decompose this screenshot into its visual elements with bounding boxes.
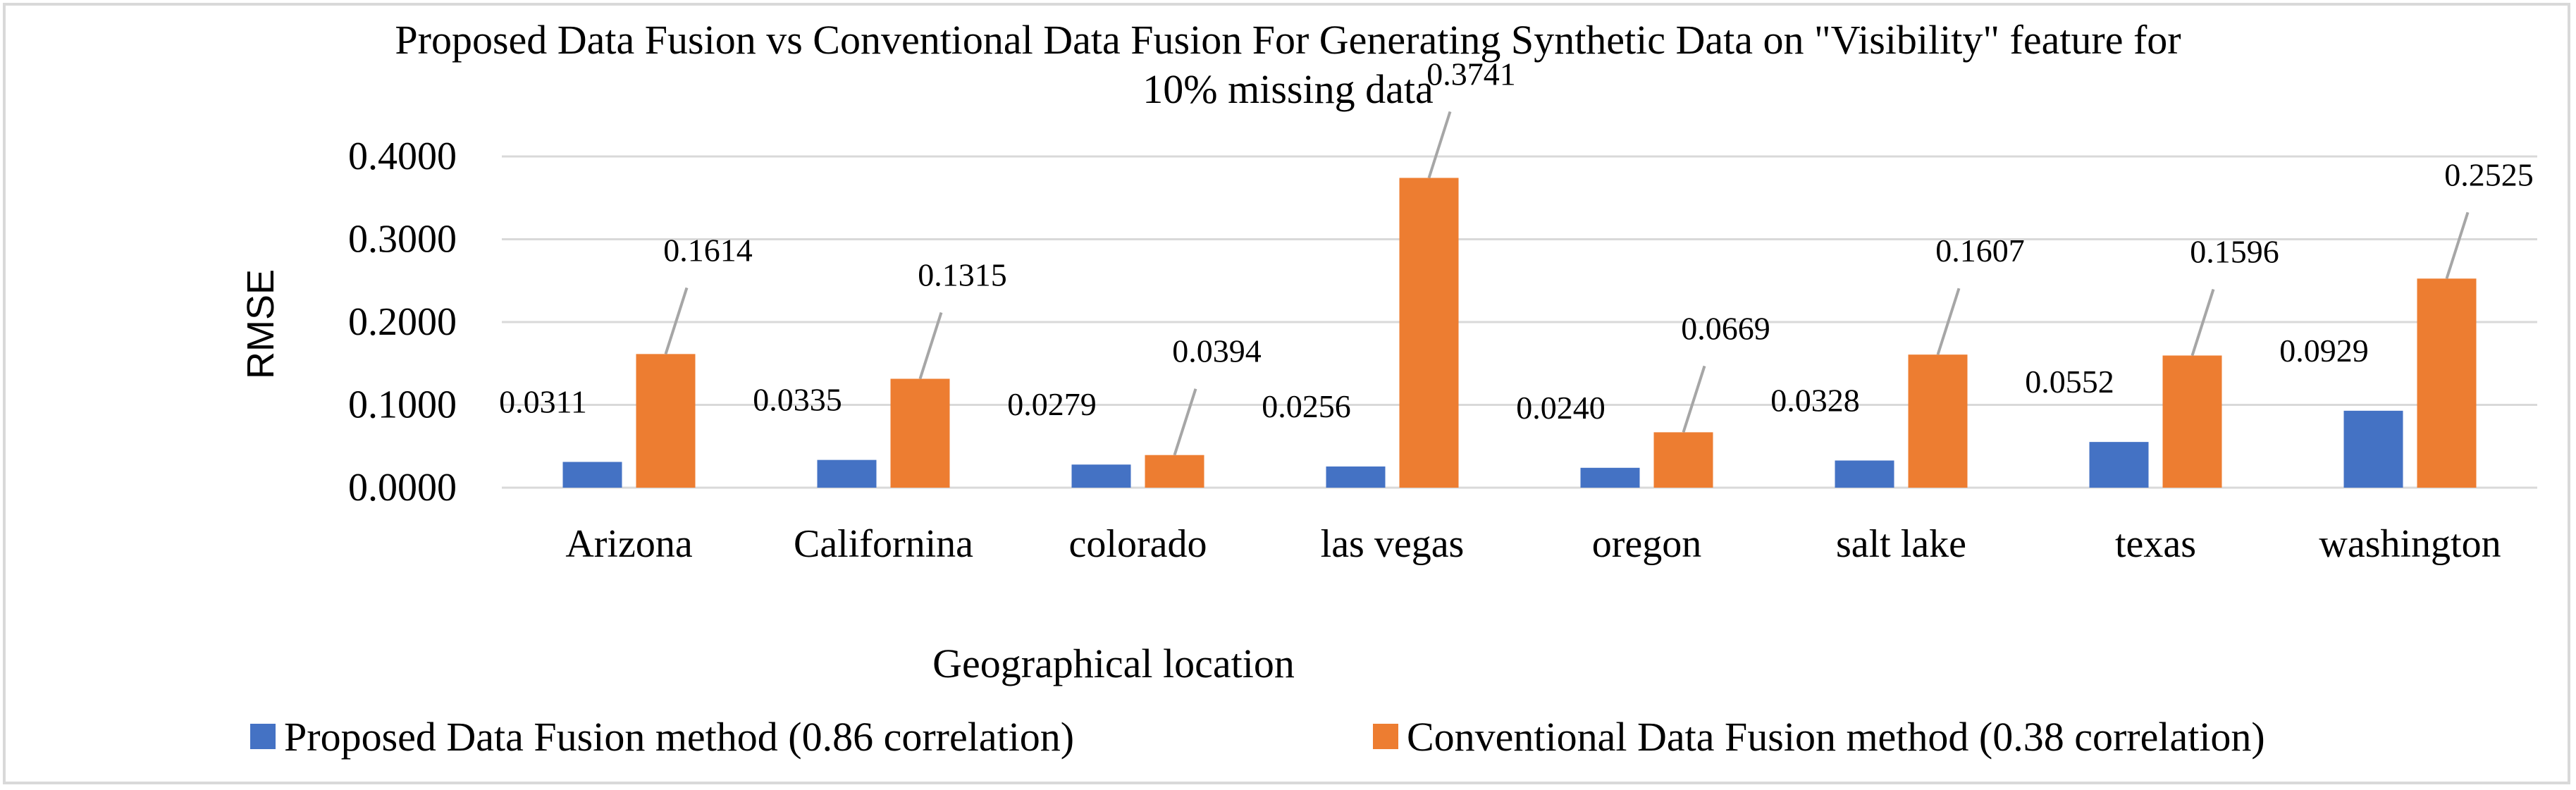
chart-title-line-2: 10% missing data xyxy=(1142,66,1434,112)
x-tick-label-6: texas xyxy=(2115,522,2196,566)
y-tick-label-4: 0.4000 xyxy=(348,135,457,178)
bar-proposed-7 xyxy=(2343,410,2403,488)
leader-line-conventional-7 xyxy=(2445,211,2470,279)
x-tick-label-7: washington xyxy=(2319,522,2501,566)
x-tick-label-4: oregon xyxy=(1592,522,1702,566)
bar-conventional-0 xyxy=(636,354,696,488)
bar-proposed-0 xyxy=(562,462,622,488)
data-label-proposed-1: 0.0335 xyxy=(753,382,842,418)
bar-conventional-2 xyxy=(1145,455,1204,488)
x-tick-label-3: las vegas xyxy=(1321,522,1465,566)
x-axis-title: Geographical location xyxy=(932,641,1295,686)
leader-line-conventional-0 xyxy=(664,287,689,354)
legend-swatch-proposed xyxy=(250,724,276,749)
bar-proposed-3 xyxy=(1326,466,1386,488)
bar-conventional-3 xyxy=(1399,178,1459,488)
chart-title-line-1: Proposed Data Fusion vs Conventional Dat… xyxy=(395,17,2181,63)
leader-line-conventional-6 xyxy=(2190,288,2215,357)
x-tick-label-2: colorado xyxy=(1069,522,1207,566)
legend-item-conventional: Conventional Data Fusion method (0.38 co… xyxy=(1373,705,2265,768)
data-label-proposed-4: 0.0240 xyxy=(1516,390,1606,426)
chart-title: Proposed Data Fusion vs Conventional Dat… xyxy=(0,16,2576,114)
bar-conventional-6 xyxy=(2162,355,2222,488)
bar-proposed-2 xyxy=(1071,464,1131,488)
data-label-proposed-7: 0.0929 xyxy=(2279,333,2369,369)
bar-conventional-1 xyxy=(890,378,950,488)
data-label-proposed-3: 0.0256 xyxy=(1262,388,1351,424)
data-label-proposed-5: 0.0328 xyxy=(1770,382,1860,418)
data-label-proposed-2: 0.0279 xyxy=(1007,386,1097,422)
data-label-proposed-6: 0.0552 xyxy=(2025,364,2114,400)
bar-conventional-7 xyxy=(2417,278,2477,488)
y-tick-label-3: 0.3000 xyxy=(348,218,457,261)
legend-label-proposed: Proposed Data Fusion method (0.86 correl… xyxy=(284,713,1075,760)
y-tick-label-2: 0.2000 xyxy=(348,300,457,344)
x-tick-label-1: Californina xyxy=(794,522,973,566)
bar-proposed-4 xyxy=(1580,467,1640,488)
bar-proposed-6 xyxy=(2089,442,2149,488)
data-label-conventional-2: 0.0394 xyxy=(1172,333,1262,369)
legend-item-proposed: Proposed Data Fusion method (0.86 correl… xyxy=(250,705,1074,768)
leader-line-conventional-5 xyxy=(1936,288,1961,355)
leader-line-conventional-3 xyxy=(1427,111,1452,179)
leader-line-conventional-1 xyxy=(918,311,943,380)
data-label-conventional-4: 0.0669 xyxy=(1681,310,1770,346)
data-label-conventional-7: 0.2525 xyxy=(2444,156,2534,192)
legend-label-conventional: Conventional Data Fusion method (0.38 co… xyxy=(1407,713,2265,760)
bar-conventional-5 xyxy=(1908,354,1968,488)
leader-line-conventional-2 xyxy=(1173,388,1197,456)
data-label-conventional-5: 0.1607 xyxy=(1935,233,2025,269)
bar-proposed-1 xyxy=(817,459,877,488)
data-label-conventional-1: 0.1315 xyxy=(918,257,1007,292)
data-label-conventional-0: 0.1614 xyxy=(663,232,753,268)
legend: Proposed Data Fusion method (0.86 correl… xyxy=(0,705,2576,768)
data-label-proposed-0: 0.0311 xyxy=(499,383,587,419)
chart-frame xyxy=(3,3,2570,784)
y-tick-label-0: 0.0000 xyxy=(348,466,457,510)
x-tick-label-0: Arizona xyxy=(565,522,693,566)
legend-swatch-conventional xyxy=(1373,724,1398,749)
y-tick-label-1: 0.1000 xyxy=(348,383,457,427)
bar-proposed-5 xyxy=(1835,460,1894,488)
leader-line-conventional-4 xyxy=(1682,365,1706,433)
data-label-conventional-3: 0.3741 xyxy=(1426,56,1516,92)
data-label-conventional-6: 0.1596 xyxy=(2190,233,2279,269)
x-tick-label-5: salt lake xyxy=(1836,522,1966,566)
bar-conventional-4 xyxy=(1653,432,1713,488)
